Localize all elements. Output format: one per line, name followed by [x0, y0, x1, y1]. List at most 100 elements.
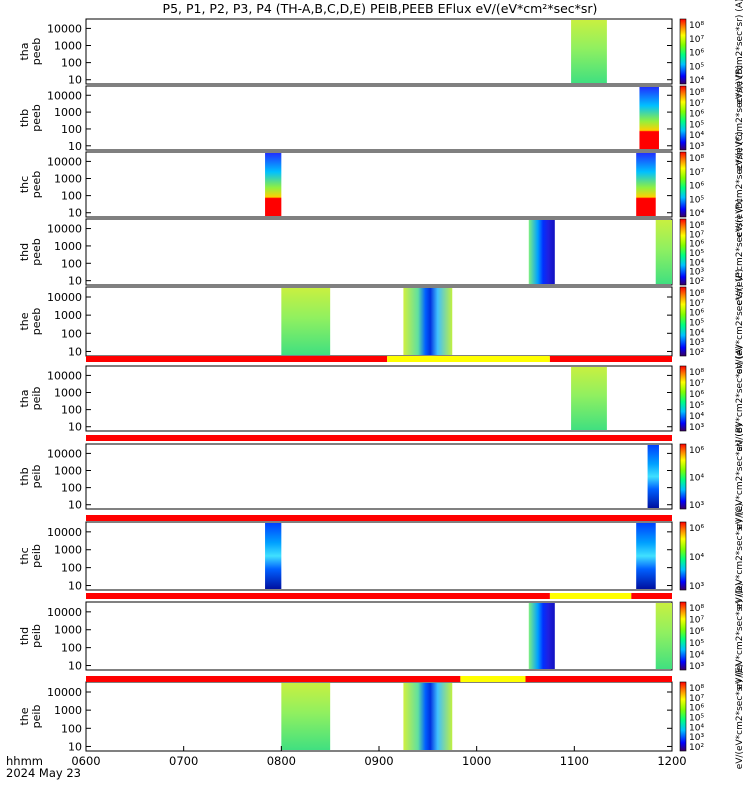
colorbar-tick-label: 10⁸ — [689, 154, 704, 164]
y-tick-label: 100 — [61, 57, 82, 70]
y-tick-label: 1000 — [54, 40, 82, 53]
colorbar-tick-label: 10⁷ — [689, 379, 704, 389]
colorbar-tick-label: 10³ — [689, 582, 704, 592]
data-block — [265, 523, 282, 589]
colorbar-tick-label: 10⁷ — [689, 230, 704, 240]
panel-label-probe: tha — [18, 42, 31, 60]
y-tick-label: 1000 — [54, 704, 82, 717]
x-tick-label: 0900 — [364, 754, 393, 768]
colorbar — [679, 681, 687, 752]
y-tick-label: 10000 — [47, 223, 82, 236]
data-block — [639, 87, 659, 149]
status-segment — [86, 676, 461, 682]
colorbar-tick-label: 10² — [689, 743, 704, 753]
colorbar-tick-label: 10² — [689, 277, 704, 287]
status-segment — [549, 356, 672, 362]
colorbar-tick-label: 10³ — [689, 501, 704, 511]
panel-label-probe: the — [18, 312, 31, 330]
status-bars-group — [86, 356, 672, 682]
panel-frame — [85, 521, 673, 591]
data-block — [528, 220, 555, 284]
x-tick-label: 1100 — [560, 754, 589, 768]
colorbar-tick-label: 10⁶ — [689, 240, 704, 250]
y-tick-label: 10 — [68, 275, 82, 288]
spectrogram-panel-thc-peib: 10 100 1000 10000 thc peib 10⁶ 10⁴ 10³ eV/(eV*cm2… — [18, 503, 745, 609]
colorbar-tick-label: 10⁷ — [689, 299, 704, 309]
colorbar-tick-label: 10³ — [689, 338, 704, 348]
status-bar — [86, 356, 672, 362]
panel-frame — [85, 681, 673, 752]
data-block — [571, 20, 607, 83]
status-bar — [86, 676, 672, 682]
panel-label-probe: thc — [18, 176, 31, 193]
data-block — [403, 288, 453, 355]
status-segment — [460, 676, 526, 682]
y-tick-label: 10 — [68, 499, 82, 512]
x-tick-label: 0800 — [267, 754, 296, 768]
y-tick-label: 10000 — [47, 369, 82, 382]
panel-label-probe: thd — [18, 627, 31, 645]
colorbar-tick-label: 10⁶ — [689, 49, 704, 59]
colorbar-tick-label: 10⁵ — [689, 319, 704, 329]
colorbar-tick-label: 10³ — [689, 733, 704, 743]
colorbar-tick-label: 10⁸ — [689, 604, 704, 614]
status-segment — [549, 593, 632, 599]
y-tick-label: 100 — [61, 123, 82, 136]
panel-label-product: peeb — [30, 104, 43, 132]
colorbar-tick-label: 10⁷ — [689, 99, 704, 109]
panel-label-probe: thc — [18, 547, 31, 564]
y-tick-label: 1000 — [54, 173, 82, 186]
status-bar — [86, 515, 672, 521]
panel-label-product: peeb — [30, 171, 43, 199]
y-tick-label: 10000 — [47, 89, 82, 102]
y-tick-label: 1000 — [54, 309, 82, 322]
colorbar-tick-label: 10⁸ — [689, 368, 704, 378]
y-tick-label: 10000 — [47, 155, 82, 168]
y-tick-label: 10000 — [47, 22, 82, 35]
panel-label-product: peeb — [30, 238, 43, 266]
y-tick-label: 10 — [68, 740, 82, 753]
data-block — [636, 153, 656, 216]
colorbar — [679, 218, 687, 286]
status-segment — [631, 593, 672, 599]
panel-frame — [85, 286, 673, 357]
colorbar-tick-label: 10⁴ — [689, 209, 704, 219]
colorbar-tick-label: 10⁴ — [689, 474, 704, 484]
status-segment — [525, 676, 672, 682]
colorbar — [679, 521, 687, 591]
spectrogram-panel-thb-peib: 10 100 1000 10000 thb peib 10⁶ 10⁴ 10³ eV/(eV*cm2… — [18, 423, 745, 529]
colorbar-tick-label: 10³ — [689, 662, 704, 672]
y-tick-label: 100 — [61, 482, 82, 495]
data-block — [636, 523, 656, 589]
y-tick-label: 100 — [61, 327, 82, 340]
colorbar-tick-label: 10⁶ — [689, 524, 704, 534]
colorbar-tick-label: 10⁷ — [689, 616, 704, 626]
status-segment — [86, 356, 388, 362]
chart-title: P5, P1, P2, P3, P4 (TH-A,B,C,D,E) PEIB,P… — [163, 1, 598, 16]
panel-frame — [85, 85, 673, 151]
y-tick-label: 10 — [68, 421, 82, 434]
x-tick-label: 1200 — [657, 754, 686, 768]
colorbar-tick-label: 10⁴ — [689, 258, 704, 268]
colorbar — [679, 286, 687, 357]
colorbar-tick-label: 10⁷ — [689, 694, 704, 704]
y-tick-label: 10000 — [47, 606, 82, 619]
colorbar-tick-label: 10⁶ — [689, 627, 704, 637]
status-segment — [86, 593, 550, 599]
colorbar-tick-label: 10⁷ — [689, 35, 704, 45]
y-tick-label: 1000 — [54, 624, 82, 637]
colorbar — [679, 365, 687, 432]
y-tick-label: 10000 — [47, 526, 82, 539]
data-block — [281, 288, 331, 355]
colorbar-tick-label: 10⁵ — [689, 195, 704, 205]
colorbar-label: eV/(eV*cm2*sec*sr) (C) — [735, 503, 745, 609]
status-segment — [387, 356, 550, 362]
panel-label-probe: thd — [18, 243, 31, 261]
colorbar-tick-label: 10⁴ — [689, 76, 704, 86]
panel-frame — [85, 601, 673, 671]
